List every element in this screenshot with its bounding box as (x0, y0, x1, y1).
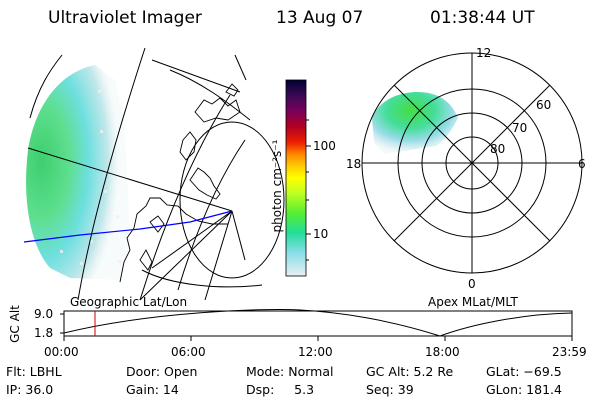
altitude-plot (60, 309, 573, 341)
colorbar-gradient (285, 79, 307, 277)
aurora-emission-polar (372, 92, 458, 154)
time-tick-1800: 18:00 (425, 345, 460, 359)
apex-label: Apex MLat/MLT (428, 295, 518, 309)
altitude-curve (63, 309, 573, 337)
altitude-axis-title: GC Alt (8, 305, 22, 343)
polar-plot (361, 52, 583, 274)
instrument-title: Ultraviolet Imager (48, 8, 202, 28)
polar-label-12: 12 (476, 46, 492, 60)
polar-label-80: 80 (490, 142, 506, 156)
status-glon: GLon: 181.4 (486, 382, 562, 397)
polar-label-0: 0 (468, 277, 476, 291)
colorbar-tick-10: 10 (313, 227, 329, 241)
colorbar (285, 79, 311, 277)
date-label: 13 Aug 07 (276, 8, 364, 28)
time-tick-0600: 06:00 (171, 345, 206, 359)
status-gc-alt: GC Alt: 5.2 Re (366, 364, 454, 379)
time-tick-0000: 00:00 (44, 345, 79, 359)
satellite-ground-track (23, 210, 233, 243)
polar-label-18: 18 (346, 157, 362, 171)
polar-label-6: 6 (578, 157, 586, 171)
status-filter: Flt: LBHL (6, 364, 62, 379)
status-ip: IP: 36.0 (6, 382, 54, 397)
altitude-tick-1-8: 1.8 (34, 326, 54, 340)
time-tick-2359: 23:59 (552, 345, 587, 359)
colorbar-unit-label: photon cm⁻²s⁻¹ (270, 139, 284, 233)
status-dsp: Dsp: 5.3 (246, 382, 315, 397)
status-mode: Mode: Normal (246, 364, 334, 379)
status-door: Door: Open (126, 364, 198, 379)
status-seq: Seq: 39 (366, 382, 414, 397)
altitude-tick-9: 9.0 (34, 307, 54, 321)
time-label: 01:38:44 UT (430, 8, 535, 28)
polar-label-60: 60 (536, 98, 552, 112)
polar-label-70: 70 (512, 121, 528, 135)
time-tick-1200: 12:00 (298, 345, 333, 359)
status-glat: GLat: −69.5 (486, 364, 562, 379)
coastline (119, 83, 241, 283)
aurora-emission-geographic (26, 65, 130, 280)
colorbar-tick-100: 100 (313, 139, 336, 153)
status-gain: Gain: 14 (126, 382, 179, 397)
geographic-map (23, 47, 285, 301)
geographic-label: Geographic Lat/Lon (70, 295, 188, 309)
geo-grid-lines (27, 47, 285, 301)
